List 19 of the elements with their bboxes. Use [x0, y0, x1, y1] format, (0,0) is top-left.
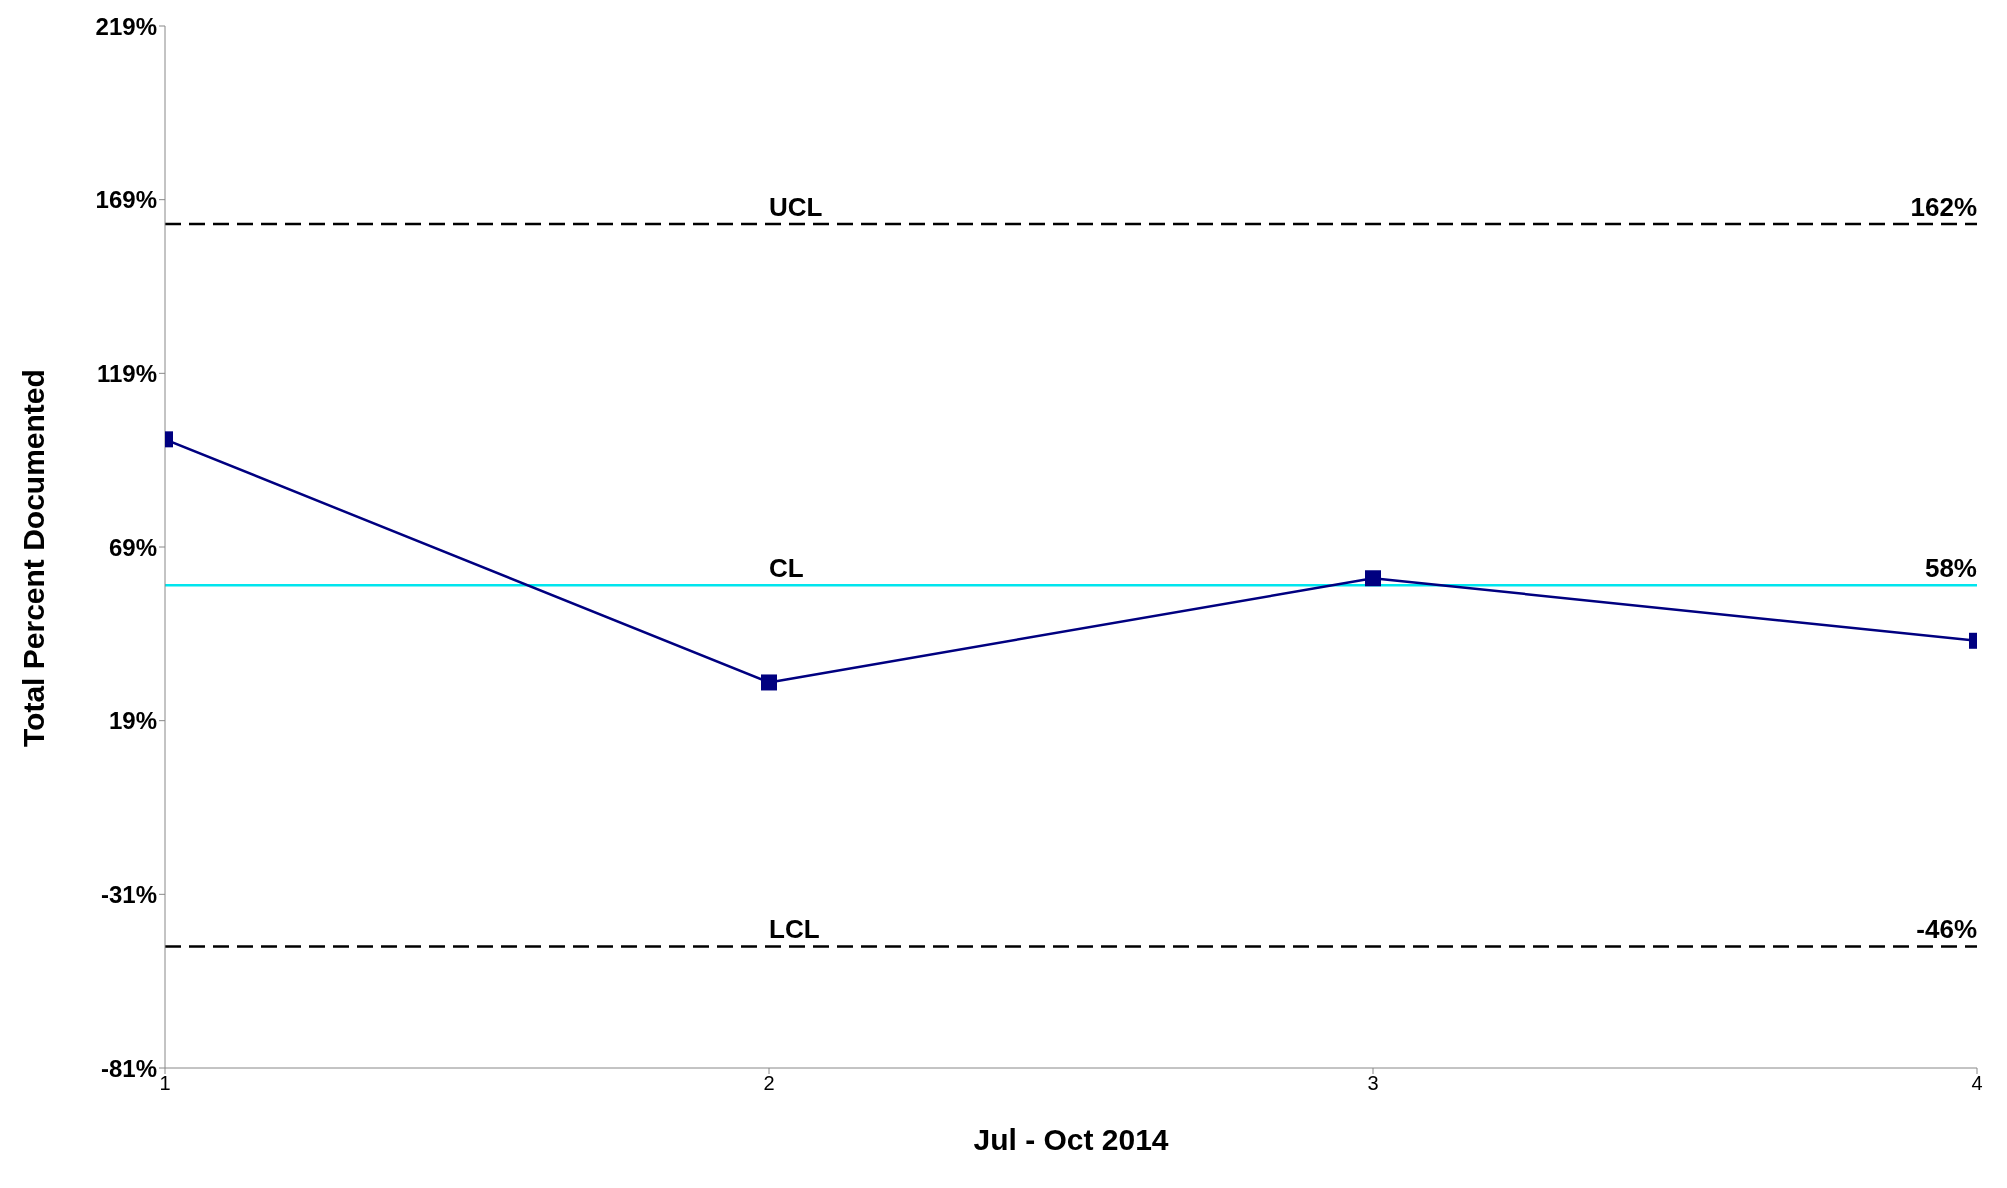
x-tick-label: 1 [159, 1072, 171, 1095]
annotation: 58% [1924, 553, 1977, 584]
ref-line-label: CL [769, 553, 804, 584]
ref-line-label: UCL [769, 191, 823, 222]
y-tick-label: 119% [96, 359, 157, 387]
annotation: 162% [1910, 191, 1977, 222]
ref-line-label: LCL [769, 914, 820, 945]
y-axis-title: Total Percent Documented [16, 369, 50, 747]
x-tick-label: 3 [1367, 1072, 1379, 1095]
y-tick-label: 219% [95, 12, 157, 40]
x-tick-label: 2 [763, 1072, 775, 1095]
y-tick-label: 169% [95, 186, 157, 214]
y-tick-label: 19% [108, 707, 157, 735]
annotation: -46% [1916, 914, 1977, 945]
y-tick-label: -31% [100, 880, 157, 908]
x-axis-title: Jul - Oct 2014 [973, 1123, 1169, 1156]
y-tick-label: -81% [100, 1054, 157, 1082]
x-tick-label: 4 [1971, 1072, 1983, 1095]
y-tick-label: 69% [108, 533, 157, 561]
